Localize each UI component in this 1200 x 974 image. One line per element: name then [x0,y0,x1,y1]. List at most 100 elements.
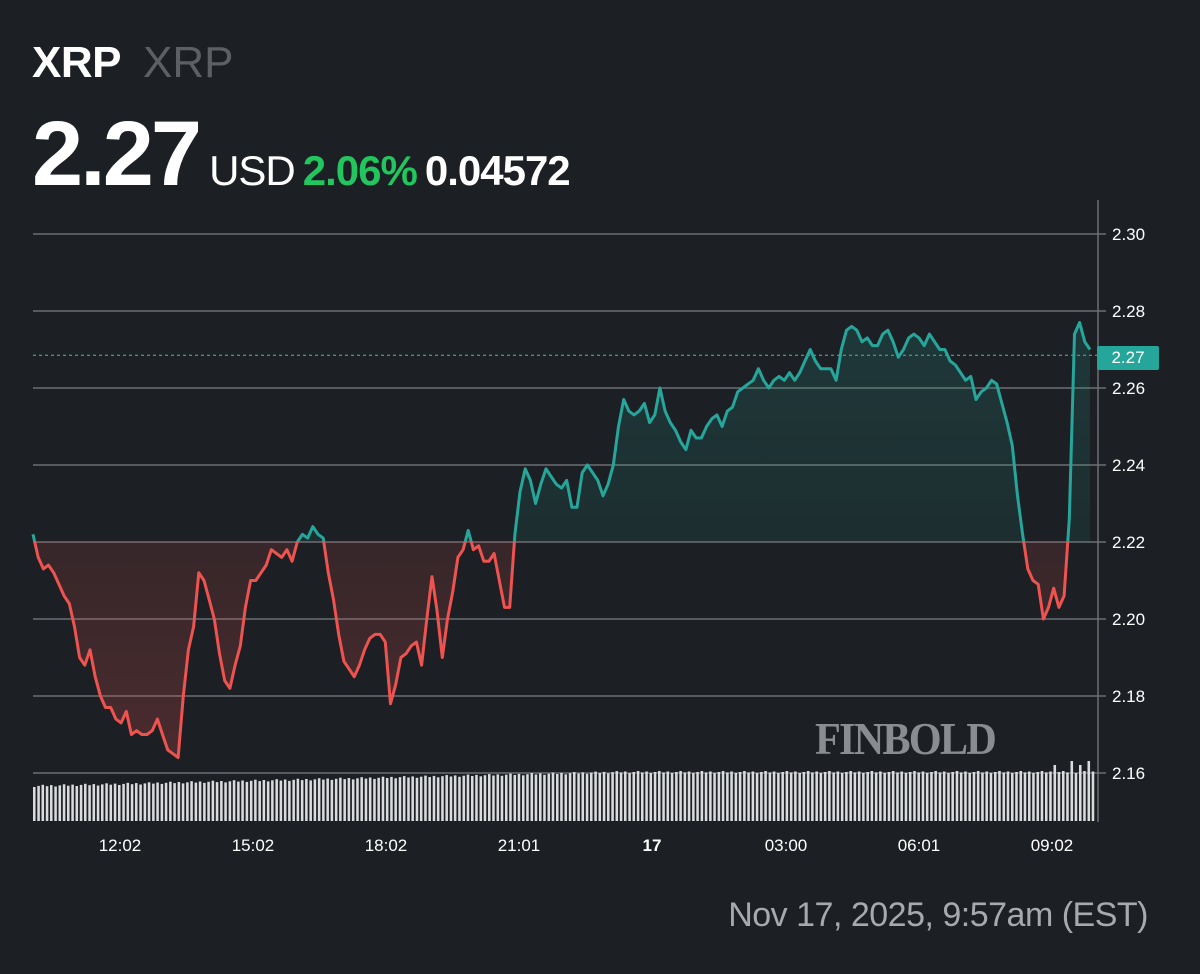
volume-bar [802,772,806,821]
y-tick-label: 2.28 [1112,302,1145,321]
volume-bar [113,783,117,821]
volume-bar [432,775,436,821]
volume-bar [50,785,53,821]
volume-bar [955,771,959,821]
volume-bar [1002,772,1006,821]
volume-bar [1023,772,1027,821]
volume-bar [1019,771,1023,821]
y-tick-label: 2.26 [1112,379,1145,398]
volume-bar [105,783,108,821]
volume-bar [547,773,551,821]
volume-bar [356,778,359,821]
volume-bar [377,777,380,821]
volume-bar [186,782,189,821]
x-tick-label: 18:02 [365,836,408,855]
volume-bar [415,777,419,821]
volume-bar [891,771,895,821]
currency-label: USD [209,147,296,194]
volume-bar [1057,772,1061,821]
volume-bar [836,771,840,821]
volume-bar [985,771,988,821]
volume-bar [883,773,886,821]
volume-bar [951,772,954,821]
volume-bar [964,771,967,821]
volume-bar [751,771,755,821]
volume-bar [573,772,576,821]
volume-bar [305,779,308,821]
volume-bar [343,779,346,821]
volume-bar [849,771,852,821]
volume-bar [296,778,300,821]
volume-bar [96,785,100,821]
volume-bar [709,771,712,821]
volume-bar [687,771,691,821]
volume-bar [845,772,848,821]
volume-bar [249,780,253,821]
volume-bar [658,771,661,821]
volume-bar [300,780,304,821]
volume-bar [981,772,984,821]
volume-bar [662,772,665,821]
x-tick-label: 21:01 [498,836,541,855]
volume-bar [717,772,721,821]
y-axis-labels: 2.30 2.28 2.26 2.24 2.22 2.20 2.18 2.16 [1112,225,1145,783]
volume-bar [598,773,602,821]
volume-bar [577,773,580,821]
volume-bar [721,771,725,821]
volume-bar [938,772,942,821]
volume-bar [815,771,818,821]
volume-bar [505,774,508,821]
volume-bar [734,773,738,821]
volume-bar [1053,765,1057,821]
volume-bar [483,775,487,821]
volume-bar [1040,771,1044,821]
volume-bar [994,772,997,821]
volume-bar [755,773,759,821]
volume-bar [173,783,176,821]
volume-bar [887,772,891,821]
volume-bar [1049,771,1052,821]
volume-bar [177,782,181,821]
volume-bar [942,771,946,821]
volume-bar [492,775,495,821]
volume-bar [602,771,606,821]
volume-bar [373,778,376,821]
y-tick-label: 2.16 [1112,764,1145,783]
price-line-down [33,542,1070,760]
volume-bar [743,771,746,821]
volume-bar [972,772,976,821]
ticker-symbol: XRP [32,38,121,87]
volume-bar [368,777,372,821]
volume-bar [726,772,729,821]
volume-bar [351,779,355,821]
volume-bar [45,786,49,821]
volume-bar [539,773,542,821]
volume-bar [747,772,750,821]
volume-bar [402,776,406,821]
volume-bar [462,775,466,821]
price-line-up [31,321,1092,542]
volume-bar [683,772,687,821]
volume-bar [866,772,869,821]
volume-bar [237,781,240,821]
volume-bar [326,778,329,821]
volume-bar [696,772,699,821]
volume-bar [913,771,916,821]
volume-bar [704,772,708,821]
volume-bar [585,773,589,821]
volume-bar [203,782,206,821]
volume-bar [419,776,423,821]
volume-bar [925,773,929,821]
volume-bar [1028,771,1031,821]
volume-bar [398,777,402,821]
volume-bar [317,778,321,821]
volume-bar [241,780,244,821]
volume-bar [475,774,478,821]
volume-bar [1036,772,1040,821]
finbold-watermark: FINBOLD [815,713,997,764]
volume-bar [71,784,74,821]
volume-bar [275,779,278,821]
volume-bar [568,773,572,821]
volume-bar [1091,771,1095,821]
volume-bar [560,772,563,821]
